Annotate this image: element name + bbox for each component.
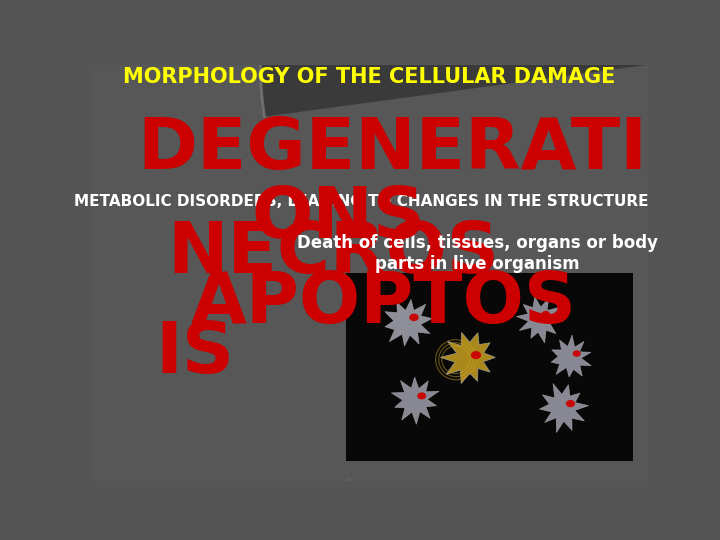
Text: IS: IS [156,319,235,388]
Bar [346,273,632,461]
Ellipse shape [409,314,419,321]
Polygon shape [384,300,432,346]
Ellipse shape [471,351,481,359]
Polygon shape [261,0,720,481]
Text: DEGENERATI: DEGENERATI [138,115,647,184]
Polygon shape [551,335,591,377]
Polygon shape [539,383,589,433]
Text: METABOLIC DISORDERS, LEADING TO CHANGES IN THE STRUCTURE: METABOLIC DISORDERS, LEADING TO CHANGES … [74,194,649,208]
Ellipse shape [566,400,575,407]
Ellipse shape [541,311,550,318]
Polygon shape [392,377,439,424]
Text: NECROS: NECROS [168,219,500,288]
Text: Death of cells, tissues, organs or body
parts in live organism: Death of cells, tissues, organs or body … [297,234,658,273]
Polygon shape [516,297,563,343]
Ellipse shape [417,393,426,400]
Text: APOPTOS: APOPTOS [191,269,577,338]
Text: MORPHOLOGY OF THE CELLULAR DAMAGE: MORPHOLOGY OF THE CELLULAR DAMAGE [123,67,615,87]
Polygon shape [441,333,495,383]
Text: ONS: ONS [251,184,425,253]
Ellipse shape [572,350,581,357]
